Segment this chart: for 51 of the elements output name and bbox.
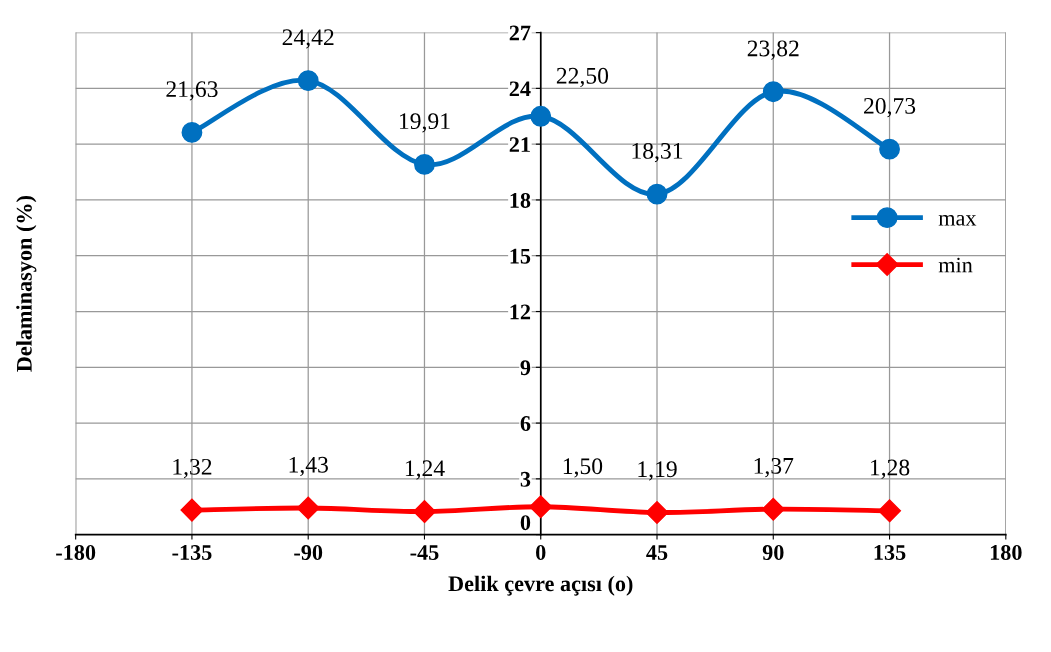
- y-axis-title: Delaminasyon (%): [16, 196, 37, 372]
- x-tick-label: -45: [410, 545, 439, 560]
- data-label: 1,24: [405, 460, 445, 480]
- data-label: 23,82: [747, 40, 799, 60]
- y-tick-label: 15: [510, 248, 531, 264]
- point: [879, 138, 900, 160]
- point: [181, 122, 203, 143]
- data-label: 1,43: [289, 456, 328, 477]
- y-tick-label: 21: [509, 137, 530, 152]
- point: [645, 501, 669, 525]
- x-tick-label: -135: [172, 545, 212, 560]
- point: [762, 81, 784, 103]
- x-tick-label: 180: [990, 545, 1022, 560]
- point: [414, 154, 435, 175]
- data-label: 1,28: [870, 459, 910, 479]
- data-label: 22,50: [556, 67, 609, 88]
- point: [180, 498, 204, 522]
- data-label: 20,73: [864, 97, 916, 118]
- point: [761, 497, 785, 521]
- data-label: 1,19: [638, 461, 677, 481]
- x-tick-label: 90: [762, 545, 784, 560]
- x-tick-label: -180: [56, 545, 96, 560]
- y-tick-label: 27: [509, 25, 531, 41]
- x-axis-title: Delik çevre açısı (o): [448, 575, 633, 596]
- y-tick-label: 0: [520, 515, 531, 531]
- y-tick-label: 3: [520, 471, 531, 487]
- x-tick-label: 0: [536, 545, 546, 560]
- y-tick-label: 9: [520, 360, 531, 376]
- point: [878, 499, 902, 523]
- y-tick-label: 24: [509, 81, 531, 97]
- x-tick-label: -90: [294, 545, 323, 560]
- y-tick-label: 18: [510, 192, 531, 208]
- legend-label: min: [938, 257, 973, 273]
- data-label: 1,32: [173, 458, 212, 479]
- data-label: 19,91: [399, 113, 450, 133]
- point: [412, 500, 436, 524]
- x-tick-label: 45: [646, 545, 668, 560]
- data-label: 18,31: [632, 142, 683, 163]
- y-tick-label: 6: [520, 416, 531, 431]
- data-label: 21,63: [166, 81, 218, 101]
- legend-label: max: [938, 214, 977, 226]
- point: [646, 183, 668, 205]
- data-label: 1,50: [563, 458, 603, 478]
- point: [296, 496, 320, 520]
- point: [297, 70, 319, 91]
- point: [529, 495, 553, 519]
- data-label: 24,42: [282, 29, 334, 49]
- data-label: 1,37: [754, 457, 794, 478]
- y-tick-label: 12: [510, 304, 531, 320]
- point: [530, 105, 552, 127]
- x-tick-label: 135: [874, 545, 906, 560]
